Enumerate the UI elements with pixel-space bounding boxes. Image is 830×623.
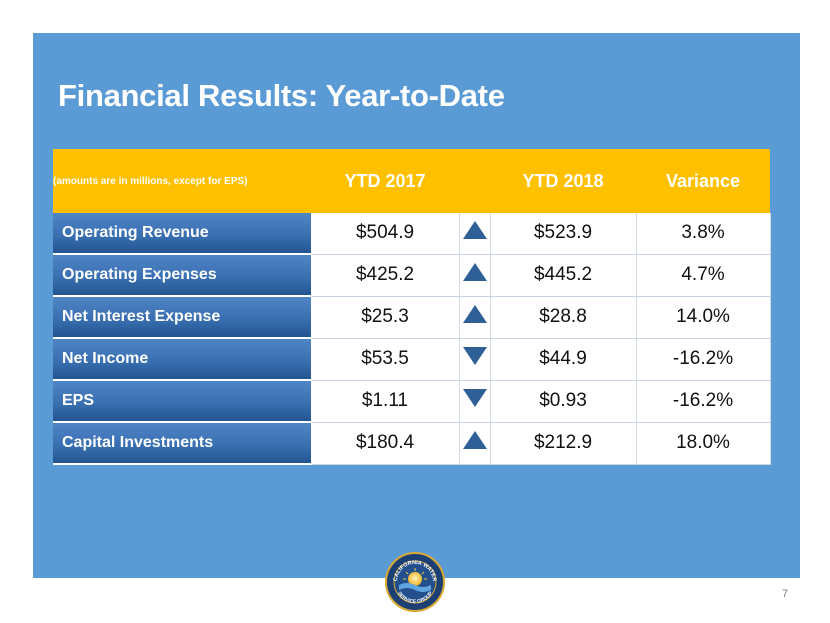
down-arrow-icon [462, 347, 487, 365]
down-arrow-icon [462, 389, 487, 407]
table-row: Net Income $53.5 $44.9 -16.2% [53, 338, 771, 381]
variance-value: 14.0% [636, 296, 771, 339]
ytd-2018-value: $212.9 [490, 422, 637, 465]
header-variance: Variance [636, 149, 770, 213]
trend-cell [459, 296, 491, 339]
ytd-2017-value: $53.5 [311, 338, 460, 381]
row-label: EPS [53, 380, 312, 423]
header-arrow-spacer [459, 149, 490, 213]
ytd-2017-value: $425.2 [311, 254, 460, 297]
table-row: Operating Revenue $504.9 $523.9 3.8% [53, 213, 771, 255]
variance-value: 4.7% [636, 254, 771, 297]
trend-cell [459, 213, 491, 255]
slide-title: Financial Results: Year-to-Date [58, 78, 505, 113]
row-label: Operating Expenses [53, 254, 312, 297]
trend-cell [459, 422, 491, 465]
ytd-2018-value: $28.8 [490, 296, 637, 339]
variance-value: -16.2% [636, 338, 771, 381]
up-arrow-icon [462, 431, 487, 449]
variance-value: 3.8% [636, 213, 771, 255]
up-arrow-icon [462, 305, 487, 323]
ytd-2018-value: $445.2 [490, 254, 637, 297]
financial-results-table: (amounts are in millions, except for EPS… [53, 149, 771, 465]
ytd-2017-value: $180.4 [311, 422, 460, 465]
variance-value: 18.0% [636, 422, 771, 465]
table-row: Capital Investments $180.4 $212.9 18.0% [53, 422, 771, 465]
variance-value: -16.2% [636, 380, 771, 423]
up-arrow-icon [462, 221, 487, 240]
table-row: Operating Expenses $425.2 $445.2 4.7% [53, 254, 771, 297]
ytd-2018-value: $0.93 [490, 380, 637, 423]
table-row: Net Interest Expense $25.3 $28.8 14.0% [53, 296, 771, 339]
table-header-row: (amounts are in millions, except for EPS… [53, 149, 770, 213]
row-label: Net Income [53, 338, 312, 381]
ytd-2017-value: $504.9 [311, 213, 460, 255]
trend-cell [459, 338, 491, 381]
ytd-2017-value: $1.11 [311, 380, 460, 423]
ytd-2018-value: $44.9 [490, 338, 637, 381]
amounts-note: (amounts are in millions, except for EPS… [53, 149, 311, 213]
row-label: Net Interest Expense [53, 296, 312, 339]
row-label: Capital Investments [53, 422, 312, 465]
header-ytd-2018: YTD 2018 [490, 149, 636, 213]
trend-cell [459, 254, 491, 297]
page-number: 7 [782, 588, 789, 600]
up-arrow-icon [462, 263, 487, 281]
header-ytd-2017: YTD 2017 [311, 149, 459, 213]
california-water-service-group-logo-icon: CALIFORNIA WATER SERVICE GROUP [385, 552, 445, 612]
row-label: Operating Revenue [53, 213, 312, 255]
trend-cell [459, 380, 491, 423]
table-row: EPS $1.11 $0.93 -16.2% [53, 380, 771, 423]
ytd-2018-value: $523.9 [490, 213, 637, 255]
ytd-2017-value: $25.3 [311, 296, 460, 339]
